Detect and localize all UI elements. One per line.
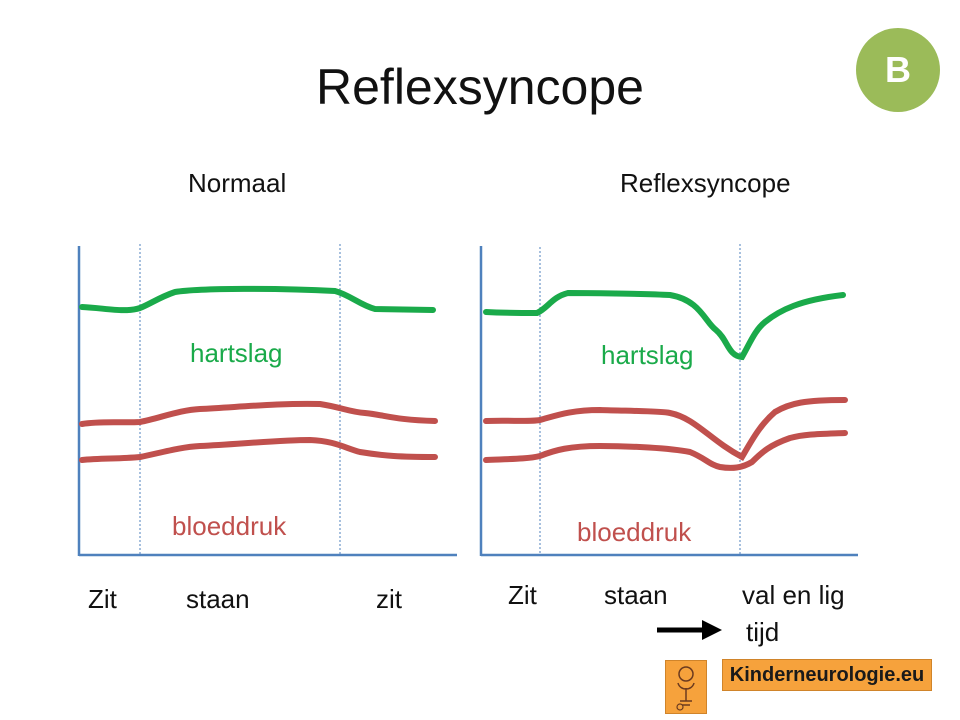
kinderneurologie-logo-icon: [665, 660, 707, 714]
page-title: Reflexsyncope: [316, 59, 644, 115]
right-bp-upper-curve: [483, 397, 848, 461]
panel-title-syncope: Reflexsyncope: [620, 168, 791, 198]
left-bp-label: bloeddruk: [172, 511, 287, 541]
site-name: Kinderneurologie.eu: [722, 659, 932, 691]
panel-title-normal: Normaal: [188, 168, 287, 198]
left-heart-curve: [79, 285, 436, 314]
right-bp-label: bloeddruk: [577, 517, 692, 547]
left-heart-label: hartslag: [190, 338, 283, 368]
right-bp-lower-curve: [483, 430, 848, 471]
right-heart-curve: [483, 289, 846, 361]
time-arrow-head: [702, 620, 722, 640]
right-heart-label: hartslag: [601, 340, 694, 370]
left-x-label-1: Zit: [88, 584, 117, 614]
time-label: tijd: [746, 617, 780, 647]
left-bp-upper-curve: [79, 400, 438, 427]
left-x-label-2: staan: [186, 584, 250, 614]
left-bp-lower-curve: [79, 436, 438, 463]
right-x-label-2: staan: [604, 580, 668, 610]
right-x-label-1: Zit: [508, 580, 537, 610]
left-x-label-3: zit: [376, 584, 402, 614]
slide-badge: B: [856, 28, 940, 112]
right-x-label-3: val en lig: [742, 580, 845, 610]
